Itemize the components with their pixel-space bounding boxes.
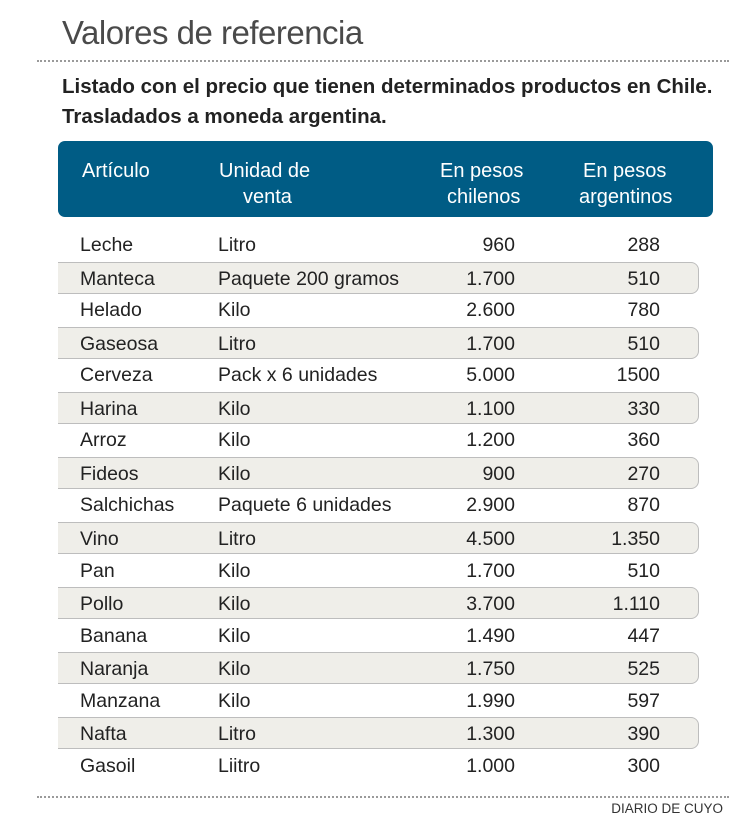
- cell-pesos-chilenos: 1.700: [466, 267, 515, 290]
- cell-pesos-argentinos: 510: [627, 267, 660, 290]
- cell-pesos-chilenos: 900: [482, 462, 515, 485]
- cell-articulo: Helado: [80, 299, 142, 322]
- cell-unidad: Kilo: [218, 559, 251, 582]
- cell-articulo: Leche: [80, 234, 134, 256]
- cell-unidad: Kilo: [218, 397, 251, 420]
- cell-pesos-argentinos: 330: [627, 397, 660, 420]
- cell-pesos-argentinos: 1500: [616, 364, 660, 387]
- subtitle: Listado con el precio que tienen determi…: [62, 75, 713, 128]
- cell-pesos-argentinos: 510: [627, 559, 660, 582]
- cell-pesos-chilenos: 5.000: [466, 364, 515, 387]
- divider-bottom: [37, 796, 729, 798]
- cell-unidad: Kilo: [218, 658, 251, 681]
- cell-unidad: Litro: [218, 332, 256, 355]
- cell-pesos-chilenos: 1.100: [466, 397, 515, 420]
- cell-pesos-chilenos: 3.700: [466, 593, 515, 616]
- table-row: Manteca Paquete 200 gramos 1.700 510: [58, 261, 699, 294]
- cell-pesos-argentinos: 288: [627, 234, 660, 256]
- table-row: Harina Kilo 1.100 330: [58, 391, 699, 424]
- cell-unidad: Kilo: [218, 624, 251, 647]
- cell-pesos-argentinos: 780: [627, 299, 660, 322]
- cell-articulo: Gasoil: [80, 754, 136, 777]
- header-articulo: Artículo: [82, 160, 150, 182]
- cell-pesos-argentinos: 1.350: [611, 528, 660, 551]
- table-row: Helado Kilo 2.600 780: [58, 294, 698, 325]
- cell-pesos-chilenos: 2.600: [466, 299, 515, 322]
- header-unidad-line1: Unidad de: [219, 160, 311, 182]
- cell-pesos-argentinos: 300: [627, 754, 660, 777]
- source-credit: DIARIO DE CUYO: [611, 801, 723, 816]
- cell-pesos-argentinos: 447: [627, 624, 660, 647]
- cell-pesos-argentinos: 360: [627, 429, 660, 452]
- table-row: Gaseosa Litro 1.700 510: [58, 326, 699, 359]
- cell-pesos-argentinos: 270: [627, 462, 660, 485]
- cell-pesos-argentinos: 525: [627, 658, 660, 681]
- cell-articulo: Nafta: [80, 723, 127, 746]
- cell-unidad: Pack x 6 unidades: [218, 364, 378, 387]
- page-title: Valores de referencia: [62, 14, 363, 51]
- cell-articulo: Manzana: [80, 689, 161, 712]
- cell-articulo: Salchichas: [80, 494, 175, 517]
- cell-unidad: Litro: [218, 234, 256, 256]
- cell-unidad: Liitro: [218, 754, 261, 777]
- cell-articulo: Arroz: [80, 429, 127, 452]
- table-row: Pan Kilo 1.700 510: [58, 555, 698, 586]
- table-row: Pollo Kilo 3.700 1.110: [58, 587, 699, 620]
- cell-unidad: Kilo: [218, 462, 251, 485]
- cell-unidad: Kilo: [218, 593, 251, 616]
- cell-unidad: Kilo: [218, 689, 251, 712]
- cell-pesos-chilenos: 1.700: [466, 332, 515, 355]
- table-row: Nafta Litro 1.300 390: [58, 717, 699, 750]
- cell-articulo: Manteca: [80, 267, 155, 290]
- cell-pesos-chilenos: 960: [482, 234, 515, 256]
- table-row: Cerveza Pack x 6 unidades 5.000 1500: [58, 359, 698, 390]
- cell-articulo: Harina: [80, 397, 138, 420]
- table-row: Arroz Kilo 1.200 360: [58, 424, 698, 455]
- cell-pesos-chilenos: 1.300: [466, 723, 515, 746]
- cell-pesos-chilenos: 2.900: [466, 494, 515, 517]
- cell-unidad: Litro: [218, 528, 256, 551]
- cell-unidad: Paquete 6 unidades: [218, 494, 392, 517]
- header-chilenos-line1: En pesos: [440, 160, 524, 182]
- cell-articulo: Gaseosa: [80, 332, 159, 355]
- table-row: Leche Litro 960 288: [58, 229, 698, 260]
- cell-pesos-argentinos: 870: [627, 494, 660, 517]
- cell-pesos-chilenos: 1.700: [466, 559, 515, 582]
- cell-articulo: Pollo: [80, 593, 124, 616]
- cell-pesos-chilenos: 1.000: [466, 754, 515, 777]
- cell-pesos-argentinos: 510: [627, 332, 660, 355]
- cell-articulo: Pan: [80, 559, 115, 582]
- table-row: Vino Litro 4.500 1.350: [58, 522, 699, 555]
- table-row: Fideos Kilo 900 270: [58, 456, 699, 489]
- cell-articulo: Naranja: [80, 658, 149, 681]
- cell-pesos-chilenos: 4.500: [466, 528, 515, 551]
- cell-pesos-chilenos: 1.990: [466, 689, 515, 712]
- cell-pesos-chilenos: 1.750: [466, 658, 515, 681]
- table-row: Naranja Kilo 1.750 525: [58, 652, 699, 685]
- cell-unidad: Kilo: [218, 299, 251, 322]
- cell-pesos-argentinos: 390: [627, 723, 660, 746]
- table-row: Banana Kilo 1.490 447: [58, 620, 698, 651]
- cell-pesos-chilenos: 1.490: [466, 624, 515, 647]
- header-argentinos-line2: argentinos: [579, 186, 673, 208]
- table-row: Salchichas Paquete 6 unidades 2.900 870: [58, 489, 698, 520]
- header-chilenos-line2: chilenos: [447, 186, 521, 208]
- cell-articulo: Banana: [80, 624, 148, 647]
- header-argentinos-line1: En pesos: [583, 160, 667, 182]
- cell-unidad: Litro: [218, 723, 256, 746]
- table-row: Manzana Kilo 1.990 597: [58, 685, 698, 716]
- cell-pesos-chilenos: 1.200: [466, 429, 515, 452]
- cell-pesos-argentinos: 597: [627, 689, 660, 712]
- cell-unidad: Kilo: [218, 429, 251, 452]
- cell-articulo: Fideos: [80, 462, 139, 485]
- divider-top: [37, 60, 729, 62]
- cell-pesos-argentinos: 1.110: [612, 593, 660, 616]
- cell-articulo: Vino: [80, 528, 119, 551]
- table-header: Artículo Unidad de venta En pesos chilen…: [58, 141, 713, 217]
- header-unidad-line2: venta: [243, 186, 292, 208]
- table-row: Gasoil Liitro 1.000 300: [58, 750, 698, 781]
- cell-articulo: Cerveza: [80, 364, 153, 387]
- cell-unidad: Paquete 200 gramos: [218, 267, 400, 290]
